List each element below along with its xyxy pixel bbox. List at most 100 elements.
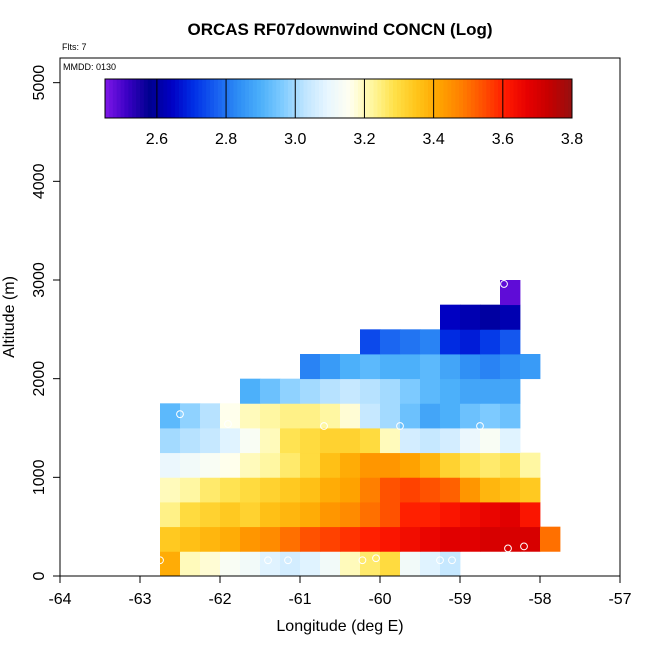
heatmap-cell (240, 477, 261, 503)
colorbar-segment (171, 79, 176, 118)
colorbar-segment (400, 79, 406, 118)
heatmap-cell (440, 477, 461, 503)
colorbar-segment (264, 79, 269, 118)
colorbar-segment (311, 79, 316, 118)
heatmap-cell (380, 502, 401, 528)
heatmap-cell (180, 551, 201, 577)
heatmap-cell (160, 502, 181, 528)
heatmap-cell (420, 452, 441, 478)
heatmap-cell (400, 526, 421, 552)
colorbar-segment (365, 79, 371, 118)
colorbar-segment (385, 79, 390, 118)
colorbar-tick-label: 3.4 (423, 131, 445, 148)
colorbar-segment (210, 79, 215, 118)
colorbar-segment (428, 79, 433, 118)
colorbar-segment (354, 79, 359, 118)
colorbar-segment (190, 79, 196, 118)
heatmap-cell (240, 502, 261, 528)
colorbar-segment (424, 79, 429, 118)
heatmap-cell (440, 329, 461, 355)
colorbar-segment (116, 79, 122, 118)
y-tick-label: 3000 (31, 262, 48, 298)
heatmap-cell (300, 526, 321, 552)
heatmap-cell (220, 452, 241, 478)
colorbar-segment (291, 79, 297, 118)
heatmap-cell (400, 378, 421, 404)
heatmap-cell (300, 502, 321, 528)
colorbar-segment (478, 79, 483, 118)
heatmap-cell (420, 502, 441, 528)
heatmap-cell (440, 452, 461, 478)
heatmap-cell (360, 403, 381, 429)
heatmap-cell (500, 329, 521, 355)
heatmap-cell (300, 452, 321, 478)
y-tick-label: 0 (31, 571, 48, 580)
heatmap-cell (260, 551, 281, 577)
heatmap-cell (420, 329, 441, 355)
heatmap-cell (180, 452, 201, 478)
colorbar-segment (213, 79, 219, 118)
heatmap-cell (320, 403, 341, 429)
heatmap-cell (460, 452, 481, 478)
heatmap-cell (480, 502, 501, 528)
heatmap-cell (360, 477, 381, 503)
colorbar-segment (221, 79, 227, 118)
colorbar-segment (540, 79, 546, 118)
x-tick-label: -59 (448, 591, 471, 608)
heatmap-cell (220, 403, 241, 429)
x-tick-label: -61 (288, 591, 311, 608)
heatmap-cell (280, 477, 301, 503)
colorbar-segment (459, 79, 464, 118)
heatmap-cell (440, 403, 461, 429)
plot-frame (59, 57, 621, 577)
sample-point (156, 556, 164, 565)
heatmap-cell (380, 526, 401, 552)
y-axis-label: Altitude (m) (1, 276, 18, 358)
heatmap-cell (260, 502, 281, 528)
heatmap-cell (520, 354, 541, 380)
heatmap-cell (300, 378, 321, 404)
heatmap-cell (160, 428, 181, 454)
colorbar-segment (474, 79, 480, 118)
colorbar-segment (350, 79, 355, 118)
colorbar-segment (381, 79, 386, 118)
colorbar-segment (245, 79, 250, 118)
y-tick-label: 1000 (31, 459, 48, 495)
heatmap-cell (200, 452, 221, 478)
heatmap-cell (500, 477, 521, 503)
colorbar-segment (466, 79, 472, 118)
heatmap-cell (380, 551, 401, 577)
colorbar-segment (280, 79, 285, 118)
colorbar-segment (120, 79, 125, 118)
colorbar-segment (124, 79, 129, 118)
heatmap-cell (260, 378, 281, 404)
heatmap-cell (380, 403, 401, 429)
heatmap-cell (520, 477, 541, 503)
colorbar-segment (256, 79, 262, 118)
colorbar-segment (552, 79, 557, 118)
colorbar-segment (229, 79, 234, 118)
heatmap-cell (480, 526, 501, 552)
colorbar-segment (494, 79, 499, 118)
heatmap-cell (220, 428, 241, 454)
heatmap-cell (180, 477, 201, 503)
heatmap-cell (340, 403, 361, 429)
colorbar-segment (470, 79, 476, 118)
sample-point (520, 542, 528, 551)
heatmap-cell (260, 403, 281, 429)
colorbar-segment (295, 79, 301, 118)
heatmap-cell (340, 378, 361, 404)
colorbar-segment (241, 79, 246, 118)
heatmap-cell (340, 477, 361, 503)
colorbar-segment (206, 79, 211, 118)
heatmap-cell (480, 403, 501, 429)
colorbar-segment (182, 79, 188, 118)
heatmap-cell (440, 354, 461, 380)
heatmap-cell (280, 378, 301, 404)
heatmap-cell (220, 526, 241, 552)
heatmap-cell (520, 526, 541, 552)
heatmap-cell (200, 477, 221, 503)
colorbar-segment (439, 79, 445, 118)
sample-point (436, 556, 444, 565)
colorbar-segment (513, 79, 519, 118)
